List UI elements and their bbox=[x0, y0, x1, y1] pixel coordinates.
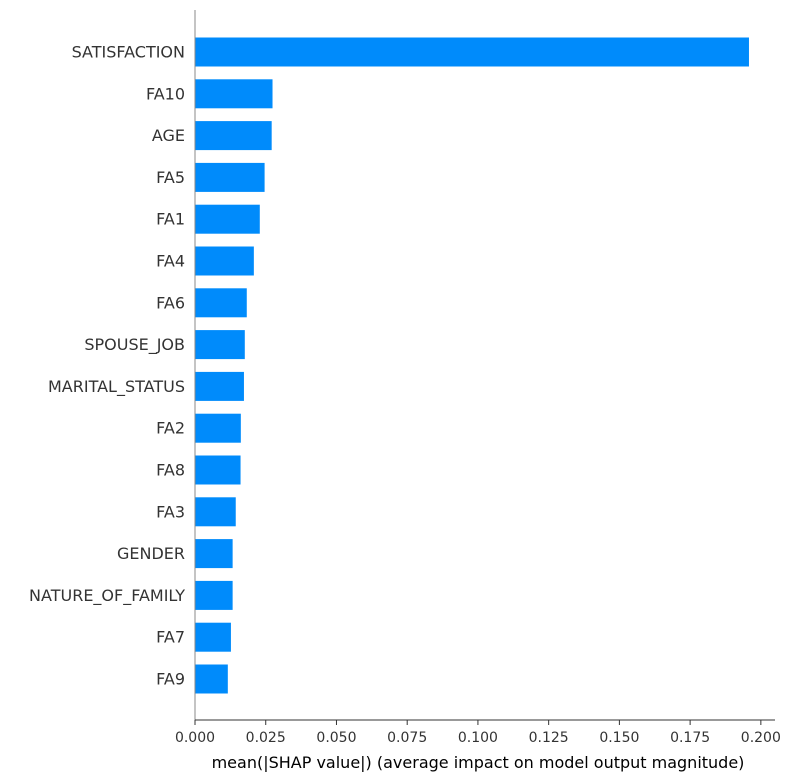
bar-fa6 bbox=[195, 288, 247, 318]
x-tick-label: 0.075 bbox=[387, 730, 427, 746]
bar-fa2 bbox=[195, 413, 241, 443]
bar-nature-of-family bbox=[195, 580, 233, 610]
y-tick-label: AGE bbox=[152, 126, 185, 145]
bar-spouse-job bbox=[195, 330, 245, 360]
y-tick-label: FA9 bbox=[156, 670, 185, 689]
x-axis-title: mean(|SHAP value|) (average impact on mo… bbox=[212, 753, 745, 772]
y-tick-label: MARITAL_STATUS bbox=[48, 377, 185, 397]
y-tick-label: SPOUSE_JOB bbox=[84, 335, 185, 355]
bar-fa9 bbox=[195, 664, 228, 694]
bar-fa1 bbox=[195, 204, 260, 234]
bar-gender bbox=[195, 539, 233, 569]
y-tick-label: FA10 bbox=[146, 84, 185, 103]
x-tick-label: 0.200 bbox=[741, 730, 781, 746]
y-tick-label: GENDER bbox=[117, 544, 185, 563]
bar-fa5 bbox=[195, 162, 265, 192]
y-tick-label: FA1 bbox=[156, 210, 185, 229]
x-tick-label: 0.100 bbox=[458, 730, 498, 746]
x-axis-ticks: 0.000 0.025 0.050 0.075 0.100 0.125 0.150 0.175… bbox=[175, 720, 781, 746]
x-tick-label: 0.050 bbox=[316, 730, 356, 746]
bar-fa4 bbox=[195, 246, 254, 276]
bar-satisfaction bbox=[195, 37, 749, 67]
bar-fa10 bbox=[195, 79, 273, 109]
bar-fa7 bbox=[195, 622, 231, 652]
x-tick-label: 0.000 bbox=[175, 730, 215, 746]
y-tick-label: SATISFACTION bbox=[72, 43, 185, 62]
x-tick-label: 0.150 bbox=[599, 730, 639, 746]
x-tick-label: 0.025 bbox=[246, 730, 286, 746]
y-tick-label: FA3 bbox=[156, 502, 185, 521]
bar-marital-status bbox=[195, 371, 244, 401]
bar-fa8 bbox=[195, 455, 241, 485]
y-tick-label: FA6 bbox=[156, 293, 185, 312]
bars-group bbox=[195, 37, 749, 694]
x-tick-label: 0.175 bbox=[670, 730, 710, 746]
y-tick-label: FA4 bbox=[156, 252, 185, 271]
y-tick-label: FA7 bbox=[156, 628, 185, 647]
y-tick-label: FA5 bbox=[156, 168, 185, 187]
y-tick-label: FA8 bbox=[156, 461, 185, 480]
y-axis-labels: SATISFACTION FA10 AGE FA5 FA1 FA4 FA6 SPOUSE_JO… bbox=[29, 43, 185, 689]
bar-fa3 bbox=[195, 497, 236, 527]
x-tick-label: 0.125 bbox=[529, 730, 569, 746]
y-tick-label: NATURE_OF_FAMILY bbox=[29, 586, 185, 606]
bar-age bbox=[195, 121, 272, 151]
y-tick-label: FA2 bbox=[156, 419, 185, 438]
